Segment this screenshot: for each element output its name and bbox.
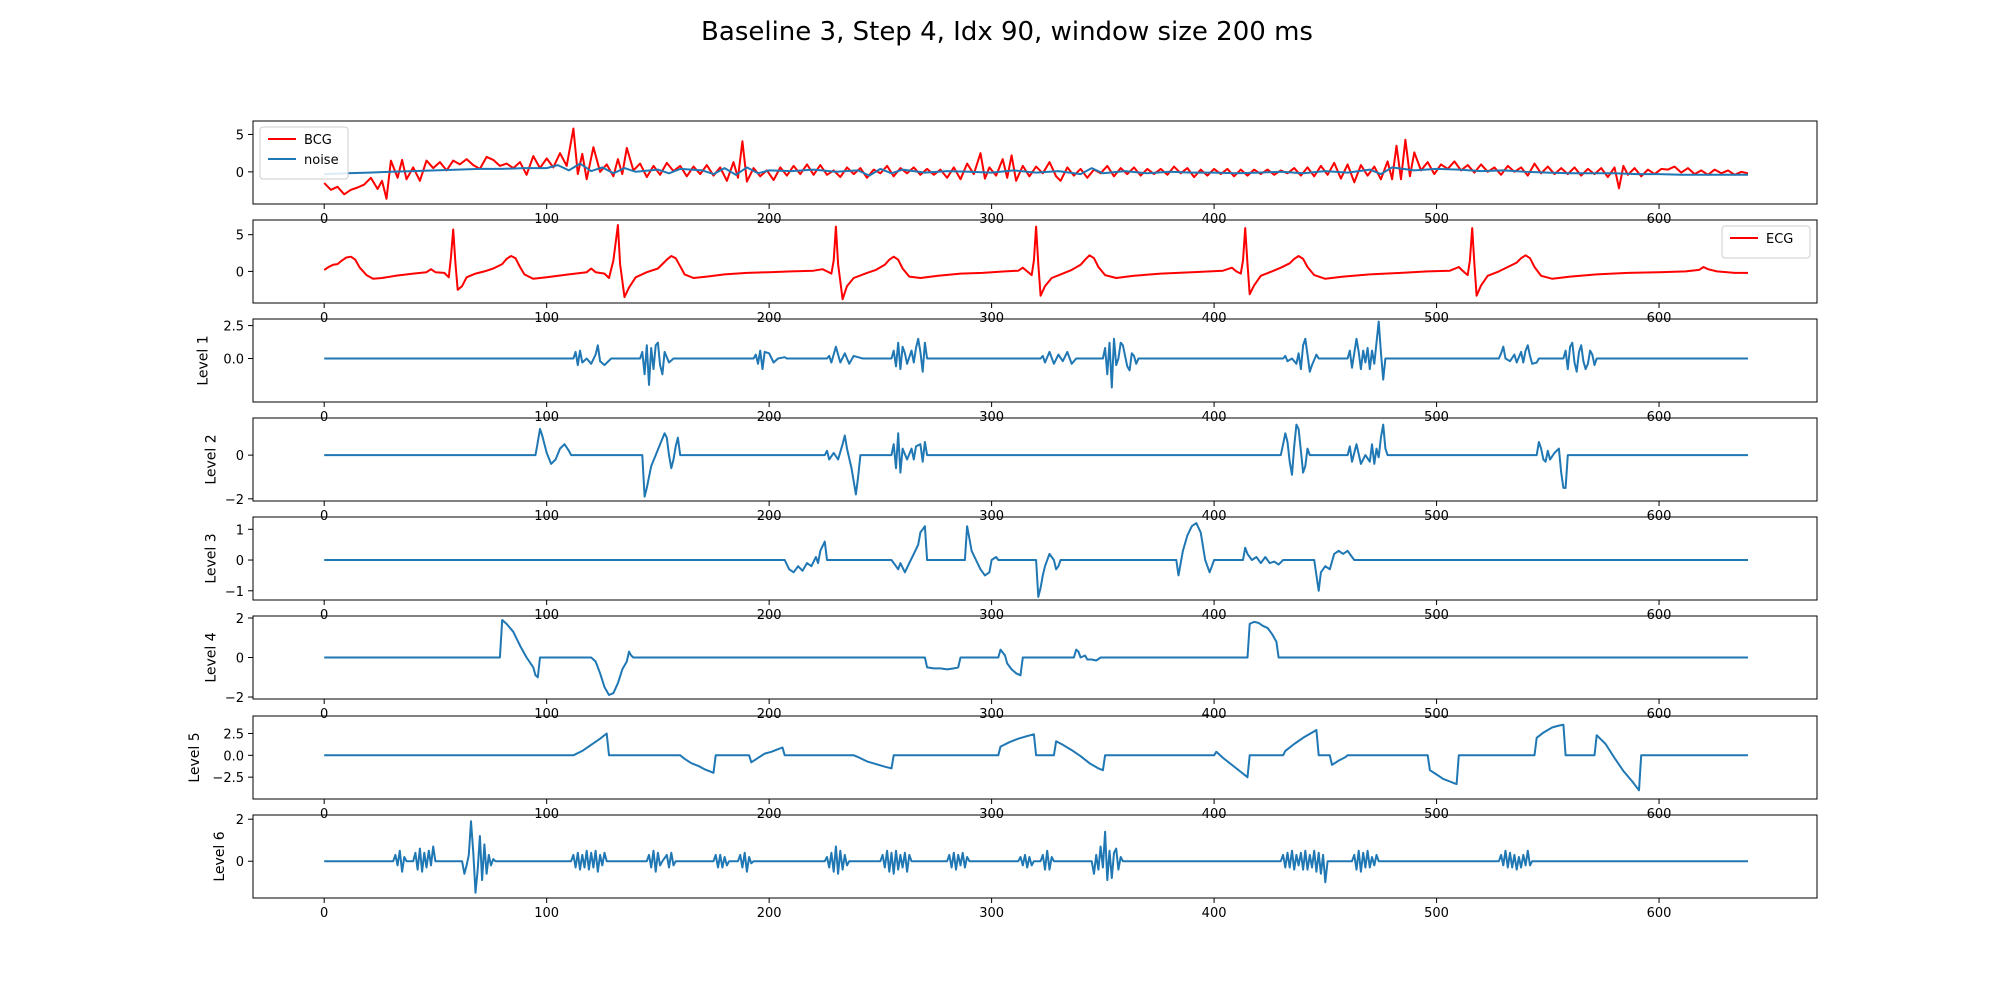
level2-ytick-label: 0 (236, 449, 244, 464)
ecg-series-ecg-line (323, 224, 1748, 301)
level3-series-group (324, 522, 1748, 598)
level6-ytick-label: 0 (236, 855, 244, 870)
level6-xtick-label: 200 (757, 906, 782, 921)
level6-xtick-label: 400 (1202, 906, 1227, 921)
level6-xtick-label: 300 (979, 906, 1004, 921)
subplot-level6: 0 100 200 300 400 500 600 0 2 Level 6 (212, 813, 1818, 921)
level5-axes-frame (252, 715, 1818, 800)
level3-ytick-label: −1 (225, 585, 244, 600)
level1-series-level-1-line (324, 320, 1748, 389)
level5-ytick-label: −2.5 (212, 771, 244, 786)
level2-series-group (324, 423, 1748, 498)
level1-ytick-label: 0.0 (223, 353, 244, 368)
level6-xtick-label: 600 (1647, 906, 1672, 921)
level4-ylabel: Level 4 (204, 632, 220, 682)
level5-ylabel: Level 5 (187, 732, 203, 782)
ecg-legend: ECG (1721, 225, 1811, 259)
bcg-axes-frame (252, 120, 1818, 205)
level4-ytick-label: 2 (236, 612, 244, 627)
level6-series-level-6-line (324, 820, 1748, 894)
level6-xtick-label: 500 (1424, 906, 1449, 921)
level4-xtick-label: 0 (320, 707, 328, 722)
level3-ylabel: Level 3 (204, 533, 220, 583)
level1-ytick-label: 2.5 (223, 320, 244, 335)
bcg-ytick-label: 0 (236, 166, 244, 181)
bcg-series-group (323, 127, 1749, 200)
level3-axes-frame (252, 516, 1818, 601)
bcg-ytick-label: 5 (236, 128, 244, 143)
level4-xtick-label: 300 (979, 707, 1004, 722)
level1-axes-frame (252, 318, 1818, 403)
level6-series-group (324, 820, 1748, 894)
level4-ytick-label: −2 (225, 691, 244, 706)
level2-ytick-label: −2 (225, 493, 244, 508)
bcg-legend: BCG noise (259, 126, 349, 180)
level4-xtick-label: 400 (1202, 707, 1227, 722)
level4-xtick-label: 200 (757, 707, 782, 722)
ecg-ytick-label: 5 (236, 229, 244, 244)
level4-series-level-4-line (324, 619, 1748, 696)
level5-ytick-label: 2.5 (223, 727, 244, 742)
ecg-axes-frame (252, 219, 1818, 304)
level1-series-group (324, 320, 1748, 389)
ecg-ytick-label: 0 (236, 265, 244, 280)
ecg-series-group (323, 224, 1748, 301)
level6-ylabel: Level 6 (212, 831, 228, 881)
level2-axes-frame (252, 417, 1818, 502)
level4-ytick-label: 0 (236, 652, 244, 667)
level4-series-group (324, 619, 1748, 696)
figure-title: Baseline 3, Step 4, Idx 90, window size … (701, 17, 1313, 47)
ecg-legend-label-ecg: ECG (1766, 232, 1793, 247)
level2-series-level-2-line (324, 423, 1748, 498)
ecg-legend-box (1721, 225, 1811, 259)
level6-axes-frame (252, 814, 1818, 899)
level6-ytick-label: 2 (236, 813, 244, 828)
level6-xtick-label: 100 (534, 906, 559, 921)
level4-xtick-label: 500 (1424, 707, 1449, 722)
level3-ytick-label: 1 (236, 523, 244, 538)
level2-ylabel: Level 2 (204, 434, 220, 484)
bcg-series-noise-line (324, 162, 1748, 177)
level4-xtick-label: 100 (534, 707, 559, 722)
bcg-legend-label-bcg: BCG (304, 133, 332, 148)
bcg-legend-label-noise: noise (304, 153, 339, 168)
level5-series-group (324, 723, 1748, 792)
level6-xtick-label: 0 (320, 906, 328, 921)
level1-ylabel: Level 1 (195, 335, 211, 385)
level4-xtick-label: 600 (1647, 707, 1672, 722)
level3-ytick-label: 0 (236, 554, 244, 569)
subplot-level4: 0 100 200 300 400 500 600 −2 0 2 Level 4 (204, 612, 1818, 722)
level5-series-level-5-line (324, 723, 1748, 792)
level3-series-level-3-line (324, 522, 1748, 598)
level5-ytick-label: 0.0 (223, 749, 244, 764)
